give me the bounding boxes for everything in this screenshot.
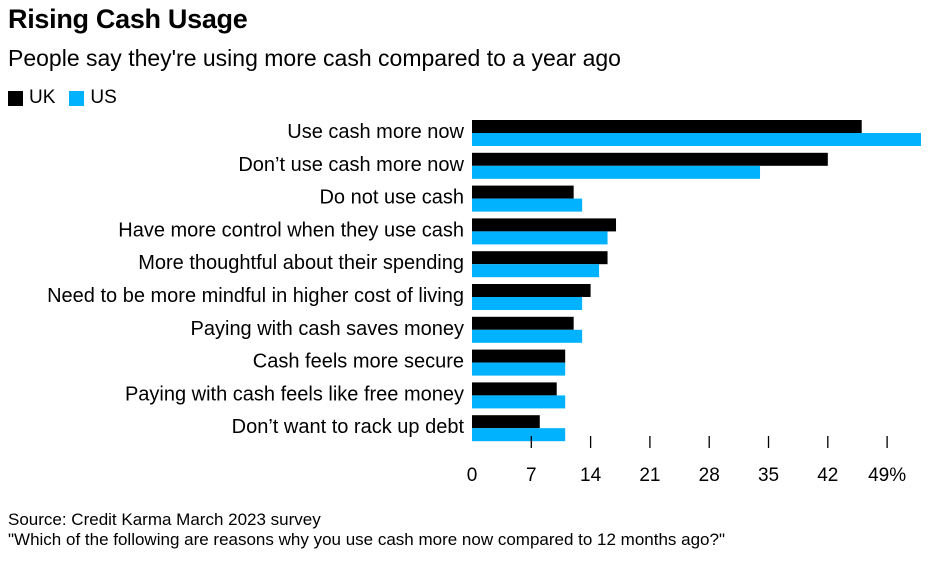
- chart-subtitle: People say they're using more cash compa…: [8, 45, 621, 71]
- x-tick-label: 28: [699, 465, 720, 486]
- bar-us: [472, 231, 608, 245]
- legend-item-us: US: [69, 87, 117, 109]
- x-tick-label: 35: [758, 465, 779, 486]
- bar-chart: Use cash more now Don’t use cash more now…: [47, 120, 921, 486]
- category-label: Don’t use cash more now: [238, 154, 464, 176]
- bar-us: [472, 297, 583, 310]
- bar-us: [472, 362, 566, 376]
- x-tick-label: 49%: [868, 465, 906, 486]
- x-tick-label: 42: [817, 465, 838, 486]
- category-label: Do not use cash: [319, 187, 464, 209]
- legend-item-uk: UK: [8, 87, 55, 109]
- bar-uk: [472, 316, 574, 330]
- x-tick-label: 7: [526, 465, 537, 486]
- x-tick-label: 0: [467, 465, 478, 486]
- bar-us: [472, 165, 761, 179]
- legend-label-uk: UK: [29, 87, 56, 108]
- legend-swatch-us: [69, 90, 85, 106]
- bar-us: [472, 133, 921, 146]
- category-label: Have more control when they use cash: [118, 219, 464, 241]
- bar-us: [472, 329, 583, 343]
- bar-uk: [472, 120, 862, 133]
- bar-us: [472, 198, 583, 212]
- bar-us: [472, 395, 566, 409]
- x-tick-label: 14: [580, 465, 602, 486]
- bar-us: [472, 428, 566, 442]
- category-label: Need to be more mindful in higher cost o…: [47, 285, 464, 307]
- legend-label-us: US: [90, 87, 117, 108]
- category-label: Paying with cash saves money: [191, 318, 464, 340]
- category-label: More thoughtful about their spending: [138, 252, 464, 274]
- bar-uk: [472, 382, 557, 396]
- survey-question: "Which of the following are reasons why …: [8, 530, 726, 549]
- chart-title: Rising Cash Usage: [8, 4, 248, 34]
- bar-uk: [472, 185, 574, 199]
- bar-uk: [472, 218, 617, 232]
- category-label: Don’t want to rack up debt: [232, 416, 465, 438]
- category-label: Paying with cash feels like free money: [125, 383, 464, 405]
- category-label: Cash feels more secure: [253, 351, 464, 373]
- legend-swatch-uk: [8, 90, 23, 106]
- source-note: Source: Credit Karma March 2023 survey "…: [8, 510, 725, 550]
- source-line: Source: Credit Karma March 2023 survey: [8, 510, 321, 529]
- bar-uk: [472, 251, 608, 265]
- category-label: Use cash more now: [287, 121, 464, 143]
- bar-uk: [472, 284, 591, 297]
- bar-us: [472, 264, 600, 278]
- bar-uk: [472, 415, 540, 429]
- legend: UK US: [8, 87, 131, 109]
- bar-uk: [472, 349, 566, 363]
- x-tick-label: 21: [639, 465, 660, 486]
- bar-uk: [472, 152, 828, 166]
